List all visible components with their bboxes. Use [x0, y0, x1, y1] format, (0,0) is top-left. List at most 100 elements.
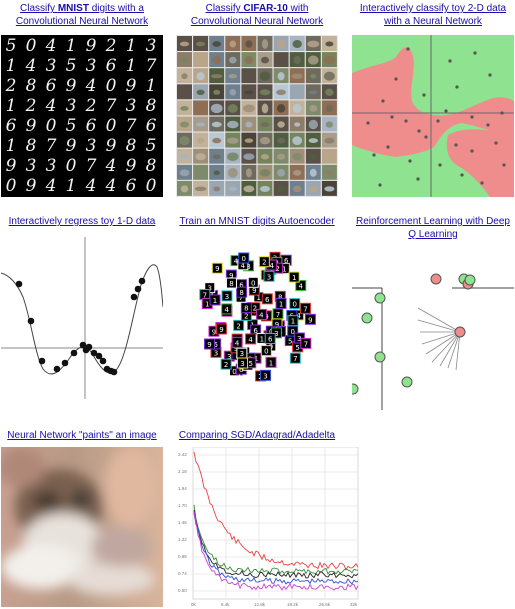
cifar-thumbnail-subject [259, 185, 271, 192]
mnist-digit: 4 [45, 36, 57, 56]
cifar-thumbnail-subject [292, 39, 302, 49]
svg-text:6: 6 [239, 282, 244, 290]
cifar-thumbnail-subject [309, 104, 318, 112]
demo-sgd: Comparing SGD/Adagrad/Adadelta 2.42 2.18… [176, 429, 359, 607]
autoencoder-digit: 9 [215, 323, 227, 335]
autoencoder-digit: 8 [225, 277, 237, 289]
mnist-digit: 4 [25, 56, 37, 76]
autoencoder-digit: 2 [258, 256, 270, 268]
mnist-digit: 5 [146, 136, 157, 156]
mnist-digit: 1 [6, 96, 17, 116]
mnist-digit: 6 [46, 76, 57, 96]
svg-text:0: 0 [232, 368, 236, 376]
svg-text:4: 4 [234, 258, 239, 266]
autoencoder-digit: 9 [211, 262, 223, 274]
cifar-thumbnail-subject [228, 186, 237, 192]
mnist-digit: 4 [85, 176, 97, 196]
svg-text:4: 4 [269, 262, 274, 270]
mnist-digit: 3 [26, 156, 37, 176]
mnist-digit: 7 [126, 116, 137, 136]
autoencoder-digit: 0 [289, 298, 301, 310]
mnist-digit: 4 [105, 156, 117, 176]
sgd-chart[interactable]: 2.42 2.18 1.94 1.70 1.46 1.22 0.98 0.74 … [176, 447, 360, 609]
demo-paint: Neural Network "paints" an image [1, 429, 163, 607]
mnist-digit: 4 [105, 176, 117, 196]
mnist-digit: 3 [46, 56, 57, 76]
cifar-thumbnail-subject [325, 41, 334, 47]
mnist-digit: 7 [146, 56, 157, 76]
cifar-thumbnail-subject [325, 104, 333, 113]
svg-text:6: 6 [253, 327, 258, 335]
demo-toy2d-link[interactable]: Interactively classify toy 2-D data with… [359, 3, 507, 27]
mnist-digit: 1 [6, 136, 17, 156]
mnist-digit: 8 [26, 76, 37, 96]
cifar-thumbnail-subject [292, 136, 303, 145]
demo-regress-link[interactable]: Interactively regress toy 1-D data [8, 216, 156, 227]
svg-text:9: 9 [215, 265, 219, 273]
svg-text:0: 0 [242, 255, 246, 263]
demo-autoencoder-link[interactable]: Train an MNIST digits Autoencoder [179, 216, 335, 227]
cifar-thumbnail-subject [260, 153, 270, 160]
demo-rl-link[interactable]: Reinforcement Learning with Deep Q Learn… [356, 216, 510, 240]
cifar-thumbnail-subject [227, 120, 239, 129]
demo-toy2d: Interactively classify toy 2-D data with… [352, 2, 514, 197]
cifar-thumbnail-subject [259, 169, 271, 177]
cifar-thumbnail-subject [277, 168, 286, 177]
autoencoder-digit: 1 [209, 294, 221, 306]
cifar-image-grid[interactable] [176, 35, 338, 197]
demo-sgd-link[interactable]: Comparing SGD/Adagrad/Adadelta [178, 430, 336, 441]
rl-world[interactable] [352, 248, 514, 410]
mnist-digit: 9 [126, 76, 137, 96]
svg-text:1: 1 [282, 265, 286, 273]
autoencoder-digit: 1 [275, 297, 287, 309]
svg-text:3: 3 [267, 273, 271, 281]
autoencoder-digit: 6 [261, 293, 273, 305]
svg-text:0: 0 [251, 279, 255, 287]
cifar-thumbnail-subject [226, 137, 239, 144]
demo-cifar-link[interactable]: Classify CIFAR-10 with Convolutional Neu… [190, 3, 324, 27]
paint-image[interactable] [1, 447, 163, 607]
mnist-digit: 3 [86, 56, 97, 76]
cifar-thumbnail-subject [196, 89, 205, 95]
cifar-thumbnail-subject [293, 169, 302, 176]
mnist-digit: 3 [86, 136, 97, 156]
regress-plot[interactable] [1, 237, 163, 399]
toy2d-decision-image [352, 35, 514, 197]
autoencoder-digit: 4 [231, 336, 243, 348]
sgd-xtick: 19.2k [287, 602, 299, 607]
cifar-thumbnail-subject [196, 103, 206, 114]
cifar-thumbnail-subject [277, 153, 286, 160]
svg-text:1: 1 [269, 359, 273, 367]
autoencoder-digit: 7 [300, 337, 312, 349]
mnist-digit: 9 [66, 136, 77, 156]
autoencoder-digit: 4 [255, 308, 267, 320]
cifar-thumbnail-subject [276, 104, 286, 113]
mnist-digit: 1 [146, 76, 157, 96]
svg-text:3: 3 [297, 335, 301, 343]
autoencoder-digit: 3 [270, 327, 282, 339]
demo-paint-link[interactable]: Neural Network "paints" an image [7, 430, 157, 441]
svg-text:4: 4 [248, 336, 253, 344]
cifar-thumbnail-subject [292, 185, 302, 193]
svg-text:4: 4 [299, 282, 304, 290]
svg-text:2: 2 [244, 312, 248, 320]
cifar-thumbnail-subject [212, 137, 222, 144]
autoencoder-embedding[interactable]: 5041921314353617286940911243273869056076… [176, 237, 338, 399]
mnist-digit: 8 [26, 136, 37, 156]
toy2d-decision-plot[interactable] [352, 35, 514, 197]
autoencoder-digit: 3 [236, 347, 248, 359]
demo-cifar: Classify CIFAR-10 with Convolutional Neu… [176, 2, 338, 197]
svg-text:1: 1 [292, 274, 296, 282]
demo-mnist-link[interactable]: Classify MNIST digits with a Convolution… [15, 3, 149, 27]
cifar-thumbnail-subject [227, 167, 238, 178]
svg-text:1: 1 [291, 318, 295, 326]
svg-text:9: 9 [219, 326, 223, 334]
svg-text:3: 3 [240, 350, 244, 358]
mnist-digit: 6 [126, 176, 137, 196]
svg-text:1: 1 [205, 301, 209, 309]
svg-text:4: 4 [259, 311, 264, 319]
mnist-digits-image: 5 0 4 1 9 2 1 31 4 3 5 3 6 1 72 8 6 9 4 0 9 11 2 4 3 2 7 3 86 9 0 5 6 0 7 6… [5, 36, 157, 196]
cifar-thumbnail-subject [244, 138, 254, 143]
mnist-digit: 0 [26, 36, 37, 56]
